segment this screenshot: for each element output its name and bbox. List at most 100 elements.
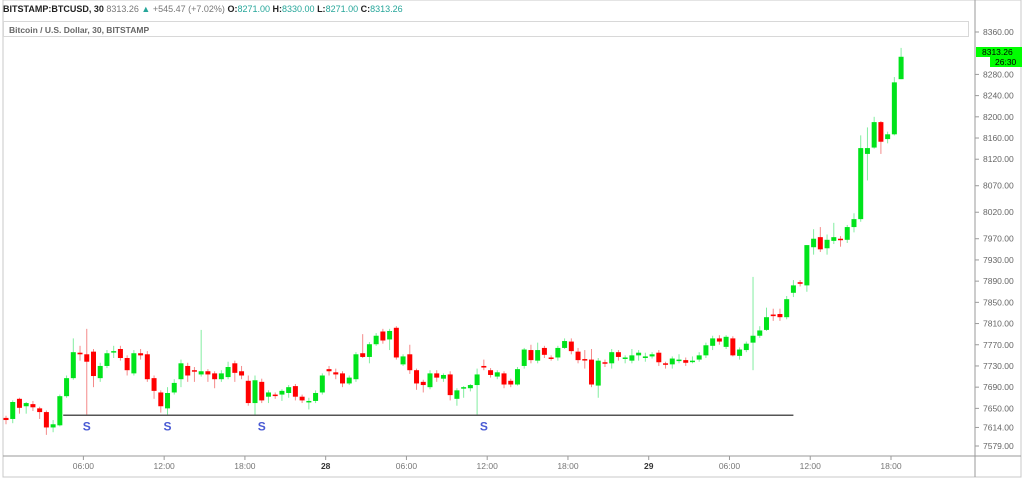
- candle-body: [716, 338, 722, 342]
- price-axis[interactable]: 8360.00 8280.00 8240.00 8200.00 8160.00 8120.…: [975, 27, 1014, 451]
- candle-body: [124, 358, 130, 371]
- candle-body: [212, 373, 218, 380]
- candle-body: [488, 370, 494, 375]
- candle-body: [265, 392, 271, 397]
- candle-body: [380, 331, 386, 341]
- candle-body: [817, 237, 823, 250]
- candle-body: [528, 350, 534, 361]
- candle-body: [669, 358, 675, 365]
- candle-body: [138, 353, 144, 356]
- time-tick-label: 18:00: [880, 461, 902, 471]
- candle-body: [198, 371, 204, 375]
- candle-body: [346, 377, 352, 384]
- candle-body: [191, 370, 197, 372]
- candle-body: [696, 355, 702, 360]
- candle-body: [205, 371, 211, 375]
- candle-body: [514, 369, 520, 385]
- candle-body: [575, 351, 581, 361]
- candle-body: [3, 417, 9, 421]
- candle-body: [104, 353, 110, 366]
- low-label: L:: [317, 4, 326, 14]
- price-tick-label: 7579.00: [983, 441, 1014, 451]
- candle-body: [743, 343, 749, 351]
- up-arrow-icon: ▲: [141, 4, 151, 14]
- candle-body: [292, 386, 298, 397]
- series-legend[interactable]: Bitcoin / U.S. Dollar, 30, BITSTAMP: [3, 21, 969, 37]
- candle-body: [218, 373, 224, 380]
- candle-body: [259, 381, 265, 401]
- candle-body: [851, 219, 857, 228]
- candle-body: [676, 359, 682, 362]
- price-tick-label: 7930.00: [983, 255, 1014, 265]
- time-tick-label: 06:00: [719, 461, 741, 471]
- candle-body: [777, 314, 783, 318]
- candle-body: [474, 374, 480, 386]
- candle-body: [30, 404, 36, 408]
- time-tick-label: 28: [321, 461, 331, 471]
- candle-body: [844, 227, 850, 240]
- time-axis[interactable]: 06:00 12:00 18:00 28 06:00 12:00 18:00 29 06:00 1…: [73, 456, 902, 471]
- signal-marker: S: [164, 419, 172, 433]
- open-label: O:: [227, 4, 238, 14]
- signal-marker: S: [480, 419, 488, 433]
- candle-body: [185, 365, 191, 376]
- candle-body: [858, 148, 864, 220]
- countdown-box: [990, 57, 1022, 67]
- signal-marker: S: [258, 419, 266, 433]
- candle-body: [615, 352, 621, 357]
- price-tick-label: 8360.00: [983, 27, 1014, 37]
- price-tick-label: 8200.00: [983, 112, 1014, 122]
- candle-body: [245, 380, 251, 404]
- candle-body: [232, 363, 238, 373]
- candle-body: [171, 382, 177, 393]
- candle-body: [393, 327, 399, 358]
- candle-body: [568, 341, 574, 352]
- price-tick-label: 7650.00: [983, 403, 1014, 413]
- price-tag-box: [976, 47, 1022, 57]
- candle-body: [333, 372, 339, 375]
- candle-body: [562, 341, 568, 348]
- candle-body: [272, 394, 278, 397]
- candle-body: [144, 354, 150, 380]
- time-tick-label: 12:00: [154, 461, 176, 471]
- candle-body: [84, 354, 90, 362]
- candle-body: [763, 317, 769, 330]
- price-tick-label: 7810.00: [983, 319, 1014, 329]
- candle-body: [703, 345, 709, 356]
- candle-body: [467, 385, 473, 389]
- candle-body: [790, 285, 796, 293]
- candle-body: [481, 365, 487, 368]
- candle-body: [57, 396, 63, 426]
- candle-body: [723, 336, 729, 347]
- candle-body: [313, 392, 319, 401]
- candle-body: [37, 408, 43, 413]
- candle-body: [609, 352, 615, 364]
- candle-body: [427, 373, 433, 388]
- candle-body: [508, 380, 514, 385]
- candle-body: [225, 367, 231, 378]
- last-price: 8313.26: [106, 4, 139, 14]
- candle-body: [252, 380, 258, 404]
- candle-body: [521, 349, 527, 366]
- candles: [3, 47, 904, 435]
- candle-body: [70, 352, 76, 379]
- candle-body: [286, 387, 292, 393]
- candle-body: [279, 390, 285, 395]
- candle-body: [757, 330, 763, 336]
- price-tag-value: 8313.26: [982, 47, 1013, 57]
- candle-body: [730, 338, 736, 356]
- time-tick-label: 18:00: [234, 461, 256, 471]
- countdown-value: 26:30: [995, 57, 1017, 67]
- symbol-title: BITSTAMP:BTCUSD, 30: [3, 4, 104, 14]
- candle-body: [824, 239, 830, 249]
- candle-body: [629, 355, 635, 361]
- signal-marker: S: [83, 419, 91, 433]
- candle-body: [387, 330, 393, 340]
- price-change: +545.47 (+7.02%): [152, 4, 225, 14]
- high-value: 8330.00: [282, 4, 315, 14]
- candle-body: [797, 282, 803, 284]
- candle-body: [360, 353, 366, 357]
- candle-body: [663, 363, 669, 365]
